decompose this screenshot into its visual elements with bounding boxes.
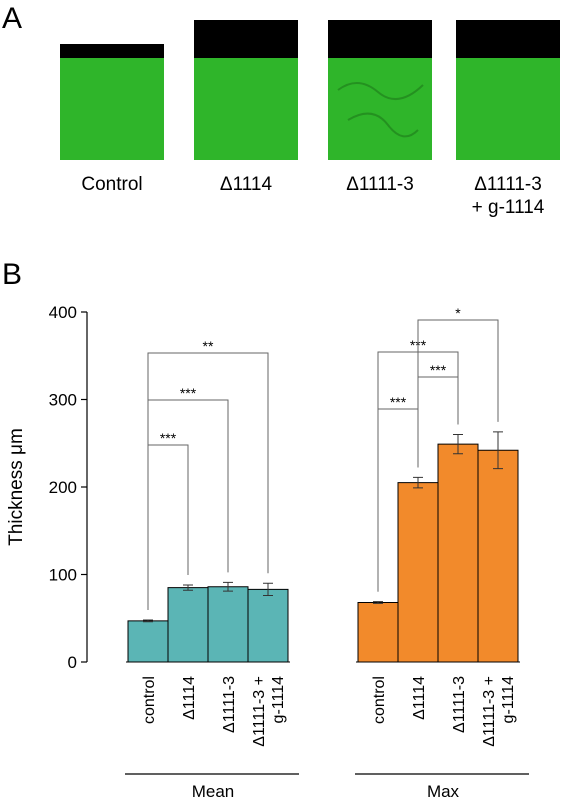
significance-label-7: *** bbox=[430, 0, 447, 3]
biofilm-image-d1114 bbox=[194, 20, 298, 160]
significance-bracket-2 bbox=[147, 352, 269, 610]
error-bar-mean-1 bbox=[183, 584, 193, 591]
category-label-max-2: Δ1111-3 bbox=[451, 676, 468, 733]
significance-label-2: ** bbox=[203, 338, 214, 354]
significance-label-3: *** bbox=[390, 394, 407, 410]
biofilm-image-control bbox=[60, 44, 164, 160]
y-axis-label: Thickness μm bbox=[6, 428, 27, 546]
panel-a-letter: A bbox=[2, 2, 23, 35]
error-bar-max-3 bbox=[493, 431, 503, 470]
error-bar-max-2 bbox=[453, 434, 463, 455]
significance-bracket-6 bbox=[417, 319, 499, 468]
category-label-mean-1: Δ1114 bbox=[181, 676, 198, 720]
bar-max-1 bbox=[397, 482, 439, 663]
significance-label-0: *** bbox=[160, 430, 177, 446]
error-bar-mean-0 bbox=[143, 619, 153, 623]
category-label-max-3: Δ1111-3 + g-1114 bbox=[481, 676, 517, 747]
bar-mean-1 bbox=[167, 587, 209, 663]
category-label-max-0: control bbox=[371, 676, 388, 724]
y-tick-label-4: 400 bbox=[49, 303, 77, 322]
y-tick-label-0: 0 bbox=[68, 653, 77, 672]
significance-label-4: *** bbox=[430, 362, 447, 378]
category-label-max-1: Δ1114 bbox=[411, 676, 428, 720]
error-bar-mean-2 bbox=[223, 581, 233, 592]
y-tick-label-2: 200 bbox=[49, 478, 77, 497]
y-tick-label-1: 100 bbox=[49, 566, 77, 585]
group-label-max: Max bbox=[427, 782, 460, 801]
image-label-d1111-3-g1114: Δ1111-3 bbox=[474, 174, 542, 195]
image-label-control: Control bbox=[81, 174, 143, 195]
bar-mean-3 bbox=[247, 588, 289, 663]
bar-max-3 bbox=[477, 449, 519, 663]
image-label-d1114: Δ1114 bbox=[219, 174, 273, 195]
biofilm-image-d1111-3-g1114 bbox=[456, 20, 560, 160]
image-label-d1111-3-g1114-line2: + g-1114 bbox=[471, 197, 545, 218]
bar-max-2 bbox=[437, 443, 479, 663]
category-label-mean-3: Δ1111-3 + g-1114 bbox=[251, 676, 287, 747]
error-bar-max-0 bbox=[373, 601, 383, 604]
significance-label-1: *** bbox=[180, 385, 197, 401]
panel-b-letter: B bbox=[2, 258, 23, 291]
significance-label-6: * bbox=[455, 305, 461, 321]
bar-mean-2 bbox=[207, 586, 249, 663]
image-label-d1111-3: Δ1111-3 bbox=[346, 174, 414, 195]
y-tick-label-3: 300 bbox=[49, 391, 77, 410]
bar-max-0 bbox=[357, 602, 399, 663]
bar-mean-0 bbox=[127, 620, 169, 663]
category-label-mean-0: control bbox=[141, 676, 158, 724]
biofilm-image-d1111-3 bbox=[328, 20, 432, 160]
group-label-mean: Mean bbox=[192, 782, 235, 801]
category-label-mean-2: Δ1111-3 bbox=[221, 676, 238, 733]
significance-bracket-0 bbox=[147, 444, 189, 610]
error-bar-max-1 bbox=[413, 476, 423, 489]
error-bar-mean-3 bbox=[263, 582, 273, 596]
